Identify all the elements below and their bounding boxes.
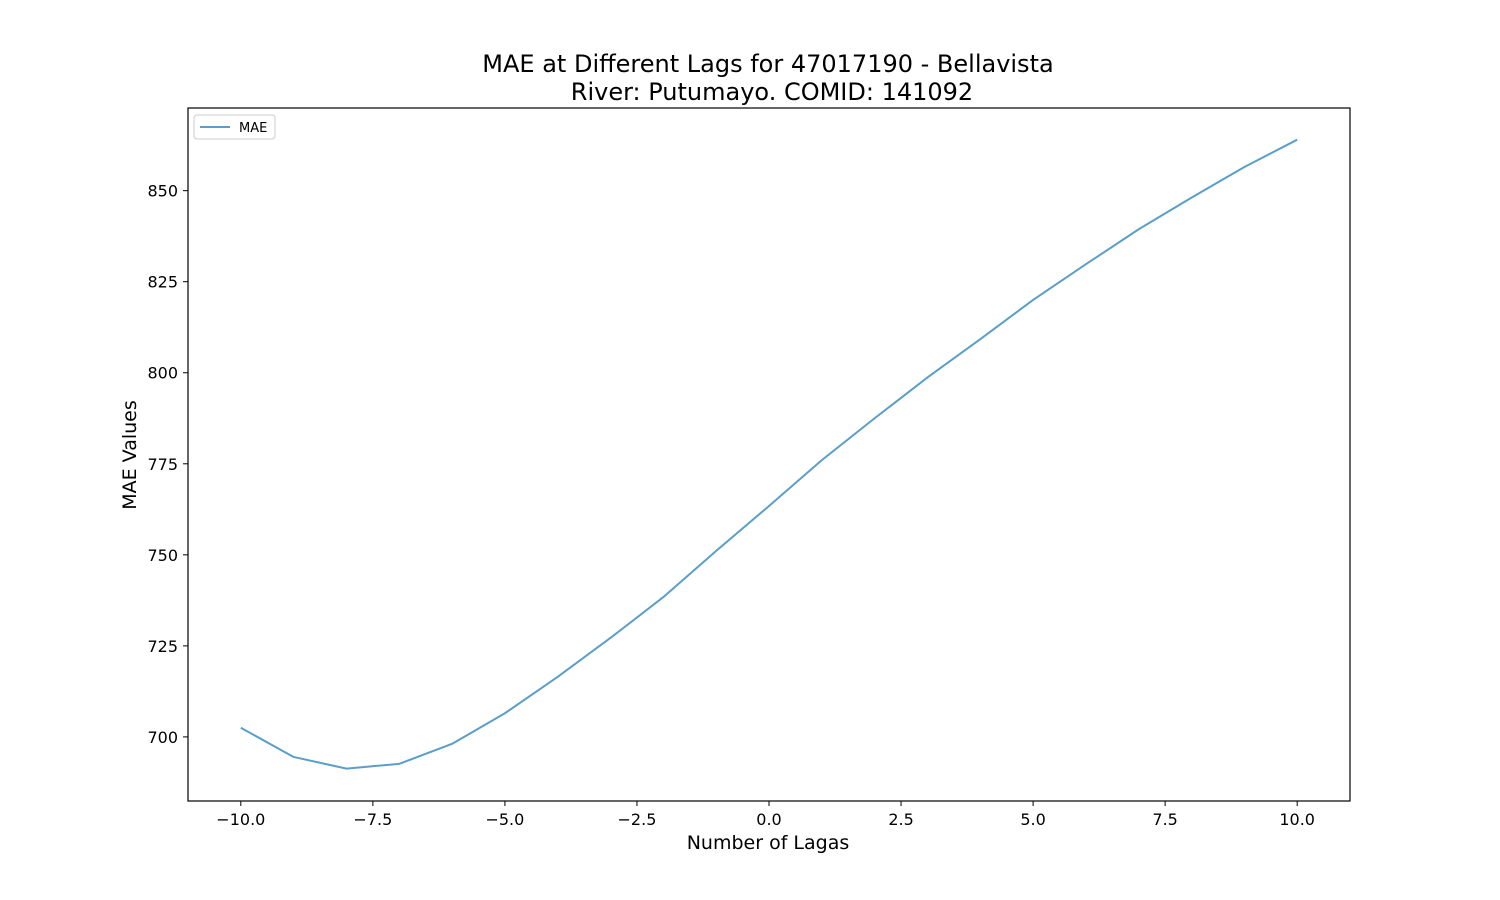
x-tick-label: 0.0 <box>756 810 781 829</box>
y-tick-label: 825 <box>147 273 178 292</box>
y-tick-label: 850 <box>147 182 178 201</box>
y-tick-label: 725 <box>147 637 178 656</box>
x-tick-label: −10.0 <box>216 810 265 829</box>
x-tick-label: 7.5 <box>1152 810 1177 829</box>
x-axis-ticks: −10.0 −7.5 −5.0 −2.5 0.0 2.5 5.0 7.5 10.0 <box>216 801 1315 829</box>
chart-subtitle: River: Putumayo. COMID: 141092 <box>571 78 973 106</box>
x-axis-label: Number of Lagas <box>687 832 850 854</box>
legend: MAE <box>193 114 276 140</box>
x-tick-label: −7.5 <box>353 810 392 829</box>
legend-box <box>193 114 276 140</box>
x-tick-label: 2.5 <box>888 810 913 829</box>
x-tick-label: −2.5 <box>618 810 657 829</box>
y-tick-label: 775 <box>147 455 178 474</box>
y-tick-label: 750 <box>147 546 178 565</box>
legend-label-mae: MAE <box>239 121 267 136</box>
series-layer <box>240 138 1298 770</box>
plot-area-frame <box>187 107 1351 802</box>
x-tick-label: 5.0 <box>1020 810 1045 829</box>
x-tick-label: 10.0 <box>1279 810 1315 829</box>
series-line-mae <box>240 138 1298 770</box>
x-tick-label: −5.0 <box>485 810 524 829</box>
y-tick-label: 800 <box>147 364 178 383</box>
y-axis-label: MAE Values <box>119 400 141 510</box>
y-tick-label: 700 <box>147 728 178 747</box>
y-axis-ticks: 700 725 750 775 800 825 850 <box>147 182 188 747</box>
chart-title: MAE at Different Lags for 47017190 - Bel… <box>482 50 1053 78</box>
